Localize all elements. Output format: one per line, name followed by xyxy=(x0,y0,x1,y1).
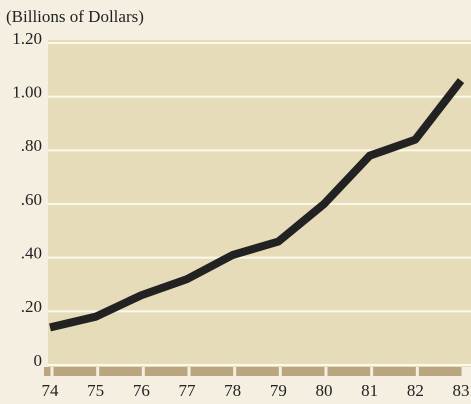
x-tick-label: 75 xyxy=(87,381,104,400)
x-tick-label: 79 xyxy=(270,381,287,400)
y-tick-label: 0 xyxy=(34,351,43,370)
x-tick-label: 83 xyxy=(453,381,470,400)
x-axis-band xyxy=(44,367,464,376)
x-tick-label: 81 xyxy=(361,381,378,400)
x-tick-label: 80 xyxy=(316,381,333,400)
y-tick-label: .80 xyxy=(21,136,42,155)
y-axis-label: (Billions of Dollars) xyxy=(6,7,144,26)
x-tick-label: 82 xyxy=(407,381,424,400)
y-tick-label: .60 xyxy=(21,190,42,209)
x-tick-label: 77 xyxy=(179,381,197,400)
data-line xyxy=(49,78,465,332)
y-tick-label: 1.00 xyxy=(12,83,42,102)
y-tick-label: 1.20 xyxy=(12,29,42,48)
y-tick-label: .40 xyxy=(21,244,42,263)
y-tick-label: .20 xyxy=(21,297,42,316)
x-tick-label: 74 xyxy=(42,381,60,400)
x-tick-label: 76 xyxy=(133,381,150,400)
x-tick-label: 78 xyxy=(224,381,241,400)
